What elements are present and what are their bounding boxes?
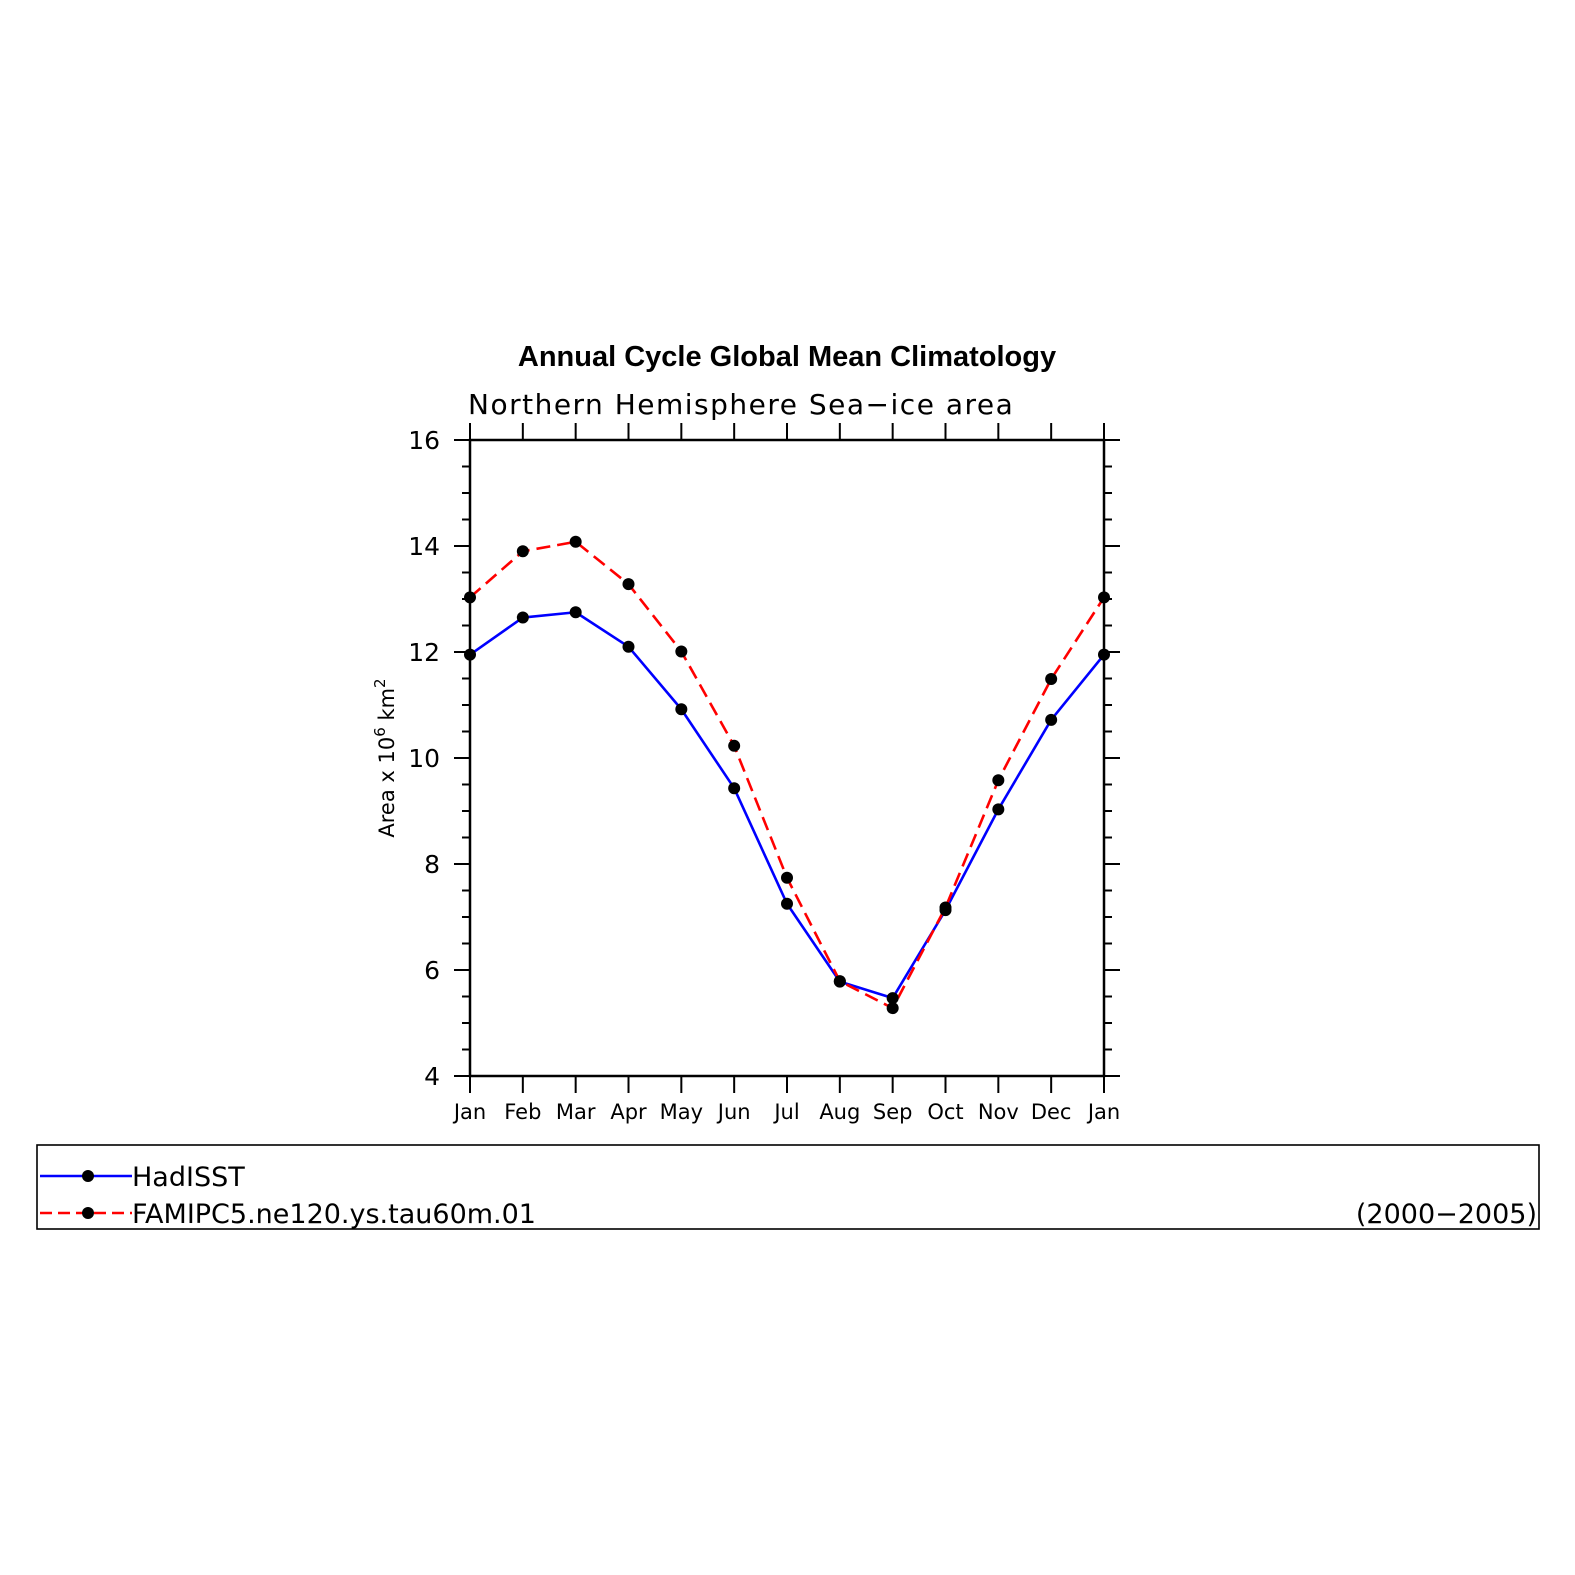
x-tick-label: Jan	[1086, 1100, 1120, 1124]
x-tick-label: Oct	[927, 1100, 963, 1124]
series-1-point	[1045, 713, 1058, 726]
series-2-point	[781, 871, 793, 884]
series-2-point	[1045, 673, 1058, 686]
y-tick-label: 6	[424, 956, 440, 985]
y-tick-label: 4	[424, 1062, 440, 1091]
x-tick-label: Apr	[610, 1100, 647, 1124]
series-1-point	[464, 648, 476, 661]
x-tick-label: Jun	[716, 1100, 751, 1124]
x-tick-label: May	[660, 1100, 703, 1124]
x-tick-label: Sep	[873, 1100, 913, 1124]
x-tick-label: Jul	[772, 1100, 799, 1124]
series-line-2	[469, 540, 1106, 1010]
chart-title: Annual Cycle Global Mean Climatology	[518, 341, 1056, 373]
series-2-point	[939, 901, 952, 914]
x-tick-label: Dec	[1031, 1100, 1072, 1124]
legend-period: (2000−2005)	[1356, 1199, 1537, 1230]
y-tick-label: 10	[408, 744, 440, 773]
legend-box	[36, 1144, 1540, 1230]
legend: HadISST FAMIPC5.ne120.ys.tau60m.01 (2000−2…	[36, 1144, 1540, 1230]
series-2-point	[464, 591, 476, 604]
series-2-point	[675, 645, 688, 658]
series-1-point	[781, 897, 793, 910]
series-1-point	[569, 606, 582, 619]
x-tick-label: Jan	[452, 1100, 486, 1124]
y-tick-label: 14	[408, 532, 440, 561]
series-2-point	[516, 545, 529, 558]
series-1-point	[516, 611, 529, 624]
series-2-point	[886, 1002, 899, 1015]
series-2-point	[833, 975, 846, 988]
series-1-point	[886, 992, 899, 1005]
series-2-point	[1098, 591, 1110, 604]
series-1-point	[1098, 648, 1110, 661]
legend-label-2: FAMIPC5.ne120.ys.tau60m.01	[132, 1199, 536, 1230]
legend-label-1: HadISST	[132, 1162, 245, 1193]
series-1-point	[728, 782, 741, 795]
y-tick-label: 12	[408, 638, 440, 667]
series-2-point	[622, 578, 635, 591]
x-tick-label: Feb	[504, 1100, 541, 1124]
series-1-point	[992, 803, 1005, 816]
y-tick-label: 16	[408, 426, 440, 455]
x-tick-label: Aug	[819, 1100, 860, 1124]
x-tick-label: Mar	[556, 1100, 596, 1124]
series-2-point	[728, 739, 741, 752]
series-1-point	[675, 703, 688, 716]
series-1-point	[622, 640, 635, 653]
legend-marker-2	[82, 1207, 94, 1219]
y-axis-label: Area x 106 km2	[371, 678, 399, 837]
x-tick-label: Nov	[978, 1100, 1019, 1124]
series-2-point	[992, 774, 1005, 787]
legend-marker-1	[82, 1170, 94, 1182]
series-line-1	[469, 610, 1106, 1000]
series-2-point	[569, 535, 582, 548]
y-tick-label: 8	[424, 850, 440, 879]
chart-subtitle: Northern Hemisphere Sea−ice area	[468, 388, 1014, 421]
